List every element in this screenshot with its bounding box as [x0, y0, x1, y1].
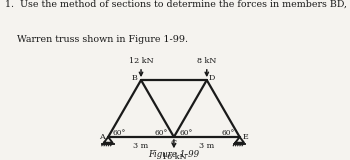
Text: 60°: 60° [222, 129, 235, 137]
Text: 3 m: 3 m [199, 142, 215, 150]
Text: 16 kN: 16 kN [162, 153, 186, 160]
Text: 60°: 60° [180, 129, 193, 137]
Text: A: A [99, 133, 105, 141]
Text: 8 kN: 8 kN [197, 57, 216, 65]
Text: B: B [132, 74, 138, 82]
Text: 3 m: 3 m [133, 142, 149, 150]
Text: D: D [208, 74, 215, 82]
Text: Figure 1-99: Figure 1-99 [148, 150, 200, 160]
Text: E: E [243, 133, 248, 141]
Text: Warren truss shown in Figure 1-99.: Warren truss shown in Figure 1-99. [5, 35, 188, 44]
Text: 60°: 60° [155, 129, 168, 137]
Text: 12 kN: 12 kN [129, 57, 153, 65]
Text: 1.  Use the method of sections to determine the forces in members BD, CD, and CE: 1. Use the method of sections to determi… [5, 0, 350, 9]
Text: 60°: 60° [113, 129, 126, 137]
Text: C: C [171, 139, 177, 147]
